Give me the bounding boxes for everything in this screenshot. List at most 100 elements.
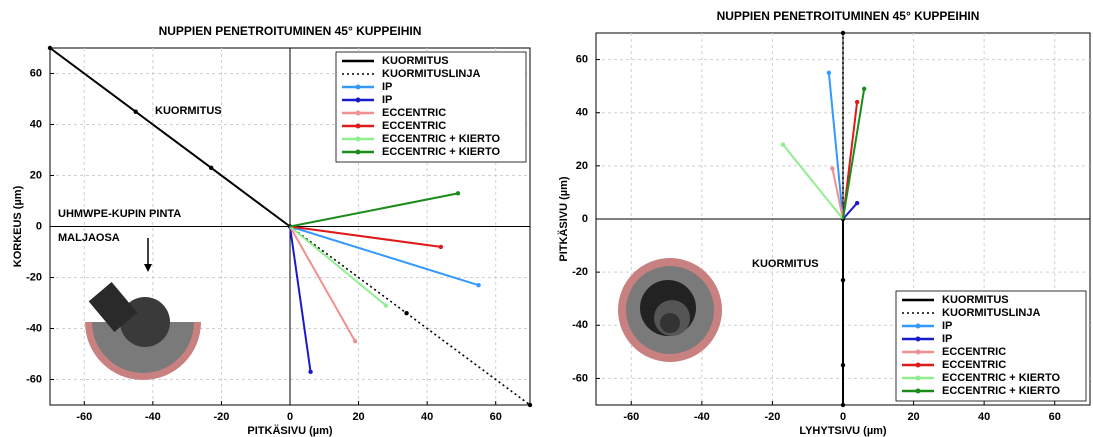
- point: [47, 45, 53, 51]
- point: [383, 303, 389, 308]
- y-tick-label: 0: [582, 213, 588, 225]
- x-tick-label: -60: [76, 411, 92, 423]
- series-line: [827, 72, 844, 220]
- series-line: [289, 225, 479, 287]
- point: [840, 30, 846, 36]
- series-line: [842, 202, 858, 220]
- series-line: [289, 192, 459, 228]
- point: [780, 142, 786, 147]
- series-line: [49, 47, 291, 228]
- legend-label: IP: [942, 320, 952, 332]
- y-tick-label: -20: [572, 266, 588, 278]
- y-axis-label: PITKÄSIVU (µm): [557, 176, 570, 262]
- x-tick-label: 0: [840, 411, 846, 423]
- point: [527, 402, 533, 408]
- legend-label: ECCENTRIC: [942, 346, 1006, 358]
- series-line: [831, 168, 844, 220]
- x-tick-label: 20: [907, 411, 919, 423]
- legend-marker: [355, 84, 361, 90]
- x-tick-label: 20: [352, 411, 364, 423]
- x-tick-label: 40: [421, 411, 433, 423]
- legend-label: KUORMITUSLINJA: [382, 68, 480, 80]
- chart-title: NUPPIEN PENETROITUMINEN 45° KUPPEIHIN: [717, 9, 980, 23]
- legend-label: ECCENTRIC: [382, 120, 446, 132]
- legend-label: KUORMITUS: [942, 294, 1009, 306]
- legend-label: ECCENTRIC + KIERTO: [382, 133, 501, 145]
- point: [308, 369, 313, 375]
- legend-box: [335, 51, 527, 163]
- cup-illustration: [85, 238, 201, 380]
- x-axis-label: LYHYTSIVU (µm): [799, 425, 887, 437]
- cup-top-illustration: [618, 258, 722, 362]
- legend-marker: [355, 123, 361, 129]
- y-tick-label: -60: [572, 372, 588, 384]
- legend-marker: [915, 375, 921, 381]
- x-tick-label: 60: [490, 411, 502, 423]
- point: [133, 109, 138, 114]
- legend-marker: [915, 323, 921, 329]
- y-tick-label: 0: [36, 220, 42, 232]
- legend-label: IP: [382, 81, 392, 93]
- legend-marker: [915, 362, 921, 368]
- y-tick-label: -60: [26, 373, 42, 385]
- point: [438, 244, 444, 250]
- y-tick-label: 60: [576, 53, 588, 65]
- legend-marker: [915, 336, 921, 342]
- legend-label: ECCENTRIC: [382, 107, 446, 119]
- series-line: [289, 226, 312, 372]
- annotation: KUORMITUS: [155, 105, 222, 117]
- legend-label: ECCENTRIC + KIERTO: [382, 146, 501, 158]
- legend-marker: [355, 110, 361, 116]
- legend-label: IP: [942, 333, 952, 345]
- y-tick-label: 60: [30, 67, 42, 79]
- series-line: [842, 88, 866, 220]
- x-tick-label: -40: [694, 411, 710, 423]
- legend-marker: [355, 149, 361, 155]
- x-axis-label: PITKÄSIVU (µm): [247, 424, 333, 437]
- legend-marker: [915, 388, 921, 394]
- annotation: UHMWPE-KUPIN PINTA: [58, 208, 181, 220]
- point: [826, 70, 832, 76]
- point: [861, 86, 867, 92]
- legend-marker: [355, 97, 361, 103]
- legend-label: ECCENTRIC: [942, 359, 1006, 371]
- series-line: [782, 143, 844, 220]
- series-line: [289, 225, 441, 248]
- annotation: MALJAOSA: [58, 232, 120, 244]
- point: [352, 339, 358, 344]
- legend-box: [895, 290, 1087, 402]
- y-tick-label: -20: [26, 271, 42, 283]
- point: [208, 165, 214, 171]
- y-tick-label: 40: [576, 107, 588, 119]
- y-tick-label: 40: [30, 118, 42, 130]
- x-tick-label: -60: [623, 411, 639, 423]
- legend-marker: [915, 349, 921, 355]
- point: [455, 191, 461, 196]
- x-tick-label: -20: [764, 411, 780, 423]
- point: [854, 200, 860, 206]
- legend-label: ECCENTRIC + KIERTO: [942, 372, 1061, 384]
- legend-label: IP: [382, 94, 392, 106]
- legend-label: ECCENTRIC + KIERTO: [942, 385, 1061, 397]
- x-tick-label: -20: [213, 411, 229, 423]
- y-axis-label: KORKEUS (µm): [12, 185, 24, 267]
- point: [830, 166, 835, 171]
- x-tick-label: 0: [287, 411, 293, 423]
- legend-marker: [355, 136, 361, 142]
- legend-label: KUORMITUSLINJA: [942, 307, 1040, 319]
- legend-label: KUORMITUS: [382, 55, 449, 67]
- point: [404, 311, 409, 316]
- point: [840, 277, 846, 283]
- y-tick-label: -40: [26, 322, 42, 334]
- x-tick-label: -40: [145, 411, 161, 423]
- y-tick-label: -40: [572, 319, 588, 331]
- point: [854, 99, 860, 105]
- x-tick-label: 60: [1049, 411, 1061, 423]
- y-tick-label: 20: [576, 160, 588, 172]
- point: [840, 402, 846, 408]
- chart-title: NUPPIEN PENETROITUMINEN 45° KUPPEIHIN: [159, 24, 422, 38]
- series-line: [289, 225, 387, 307]
- point: [840, 362, 846, 368]
- x-tick-label: 40: [978, 411, 990, 423]
